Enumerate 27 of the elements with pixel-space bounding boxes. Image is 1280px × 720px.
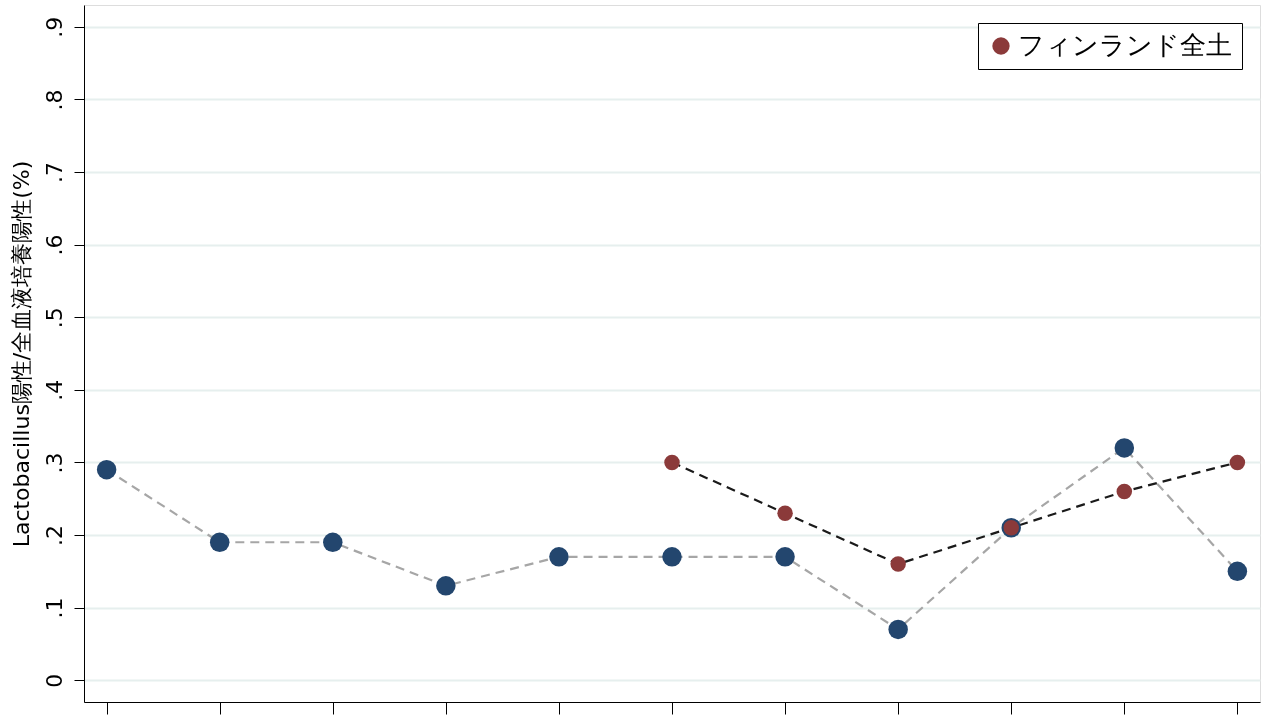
y-tick-label: .3 [41, 452, 67, 474]
point [888, 619, 908, 640]
point [96, 459, 117, 480]
point [1227, 561, 1248, 582]
y-axis-title: Lactobacillus陽性/全血液培養陽性(%) [8, 160, 34, 548]
y-tick-label: .1 [41, 597, 67, 619]
point [777, 505, 793, 521]
point [209, 532, 230, 552]
point [323, 532, 343, 552]
y-tick-label: .6 [41, 234, 67, 256]
point [664, 454, 680, 471]
y-tick-label: .9 [41, 16, 67, 38]
y-tick-label: .2 [41, 525, 67, 547]
point [662, 547, 682, 567]
point [890, 556, 906, 572]
point [1229, 454, 1246, 471]
point [436, 576, 456, 596]
point [549, 547, 569, 567]
point [1114, 438, 1135, 458]
y-tick-label: .8 [41, 89, 67, 111]
point [775, 547, 795, 567]
y-tick-label: .4 [41, 379, 67, 401]
legend-label: フィンランド全土 [1018, 30, 1232, 60]
point [1116, 483, 1133, 500]
y-tick-label: .7 [41, 161, 67, 183]
y-tick-label: 0 [41, 673, 67, 688]
y-tick-label: .5 [41, 307, 67, 329]
